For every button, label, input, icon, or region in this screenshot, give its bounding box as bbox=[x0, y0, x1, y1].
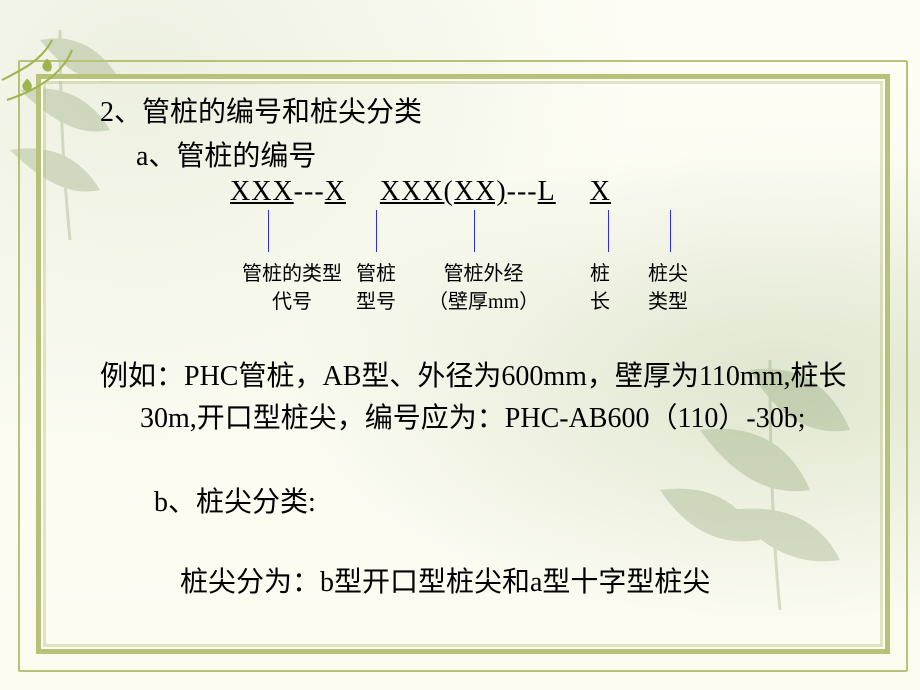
example-line-2: 30m,开口型桩尖，编号应为：PHC-AB600（110）-30b; bbox=[140, 398, 860, 440]
example-block: 例如：PHC管桩，AB型、外径为600mm，壁厚为110mm,桩长 30m,开口… bbox=[100, 356, 860, 440]
vline-1 bbox=[268, 210, 269, 252]
label-1: 管桩的类型 代号 bbox=[242, 260, 342, 316]
vline-3 bbox=[474, 210, 475, 252]
heading: 2、管桩的编号和桩尖分类 bbox=[100, 90, 860, 130]
label-5: 桩尖 类型 bbox=[648, 260, 688, 316]
label-2: 管桩 型号 bbox=[356, 260, 396, 316]
example-line-1: 例如：PHC管桩，AB型、外径为600mm，壁厚为110mm,桩长 bbox=[100, 356, 860, 398]
code-part-2: X bbox=[325, 176, 346, 207]
vline-5 bbox=[670, 210, 671, 252]
code-pattern: XXX---XXXX(XX)---LX bbox=[230, 176, 860, 208]
section-b-body: 桩尖分为：b型开口型桩尖和a型十字型桩尖 bbox=[180, 560, 860, 600]
code-dash-1: --- bbox=[294, 176, 325, 207]
label-4: 桩 长 bbox=[590, 260, 610, 316]
code-part-5: X bbox=[590, 176, 611, 207]
section-b-title: b、桩尖分类: bbox=[154, 480, 860, 520]
section-a-title: a、管桩的编号 bbox=[136, 134, 860, 174]
slide-content: 2、管桩的编号和桩尖分类 a、管桩的编号 XXX---XXXX(XX)---LX… bbox=[100, 90, 860, 600]
vline-2 bbox=[376, 210, 377, 252]
code-part-3: XXX(XX) bbox=[380, 176, 507, 207]
vline-4 bbox=[608, 210, 609, 252]
code-dash-2: --- bbox=[507, 176, 538, 207]
code-part-1: XXX bbox=[230, 176, 294, 207]
annotation-diagram: 管桩的类型 代号 管桩 型号 管桩外经 （壁厚mm） 桩 长 桩尖 类型 bbox=[230, 206, 860, 336]
label-3: 管桩外经 （壁厚mm） bbox=[428, 260, 539, 316]
code-part-4: L bbox=[538, 176, 556, 207]
